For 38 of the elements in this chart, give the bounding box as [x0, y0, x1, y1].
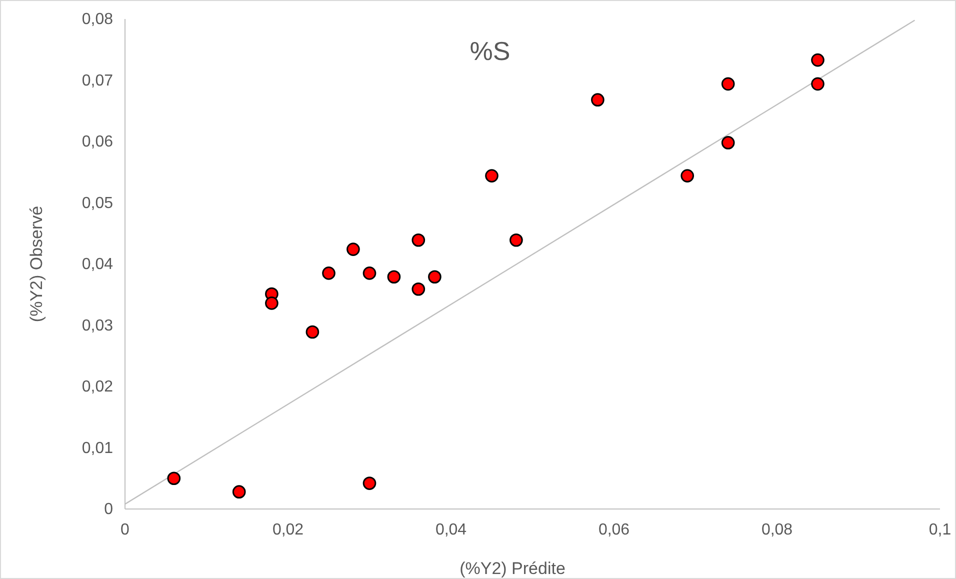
- x-tick-label: 0,04: [435, 521, 467, 538]
- point: [362, 476, 376, 490]
- point: [811, 77, 824, 91]
- point: [721, 77, 735, 91]
- point: [265, 296, 278, 310]
- x-tick-label: 0,06: [598, 521, 630, 538]
- point: [591, 93, 604, 107]
- y-tick-label: 0,02: [82, 378, 114, 396]
- x-tick-label: 0,1: [928, 521, 952, 538]
- x-tick-label: 0,02: [272, 521, 304, 538]
- point: [510, 233, 523, 247]
- point: [428, 270, 442, 284]
- point: [485, 169, 498, 182]
- point: [167, 472, 181, 486]
- point: [362, 266, 376, 280]
- text: %S: [470, 36, 510, 66]
- y-tick-label: 0,08: [82, 11, 114, 28]
- point: [306, 325, 320, 339]
- point: [721, 136, 735, 150]
- y-tick-label: 0,07: [82, 72, 114, 90]
- y-tick-label: 0,06: [82, 134, 114, 151]
- point: [680, 169, 694, 182]
- point: [412, 233, 426, 247]
- x-tick-label: 0: [120, 521, 130, 538]
- point: [412, 282, 426, 296]
- y-axis-title: (%Y2) Observé: [27, 206, 46, 322]
- point: [346, 242, 360, 256]
- x-axis-title: (%Y2) Prédite: [460, 559, 566, 578]
- y-tick-label: 0,01: [82, 440, 114, 457]
- point: [232, 485, 246, 499]
- y-tick-label: 0,03: [82, 317, 114, 334]
- x-tick-label: 0,08: [761, 521, 793, 538]
- point: [811, 53, 824, 67]
- point: [322, 266, 336, 280]
- y-tick-label: 0,05: [82, 194, 114, 212]
- y-tick-label: 0,04: [82, 256, 114, 274]
- point: [387, 270, 401, 284]
- y-tick-label: 0: [104, 501, 114, 518]
